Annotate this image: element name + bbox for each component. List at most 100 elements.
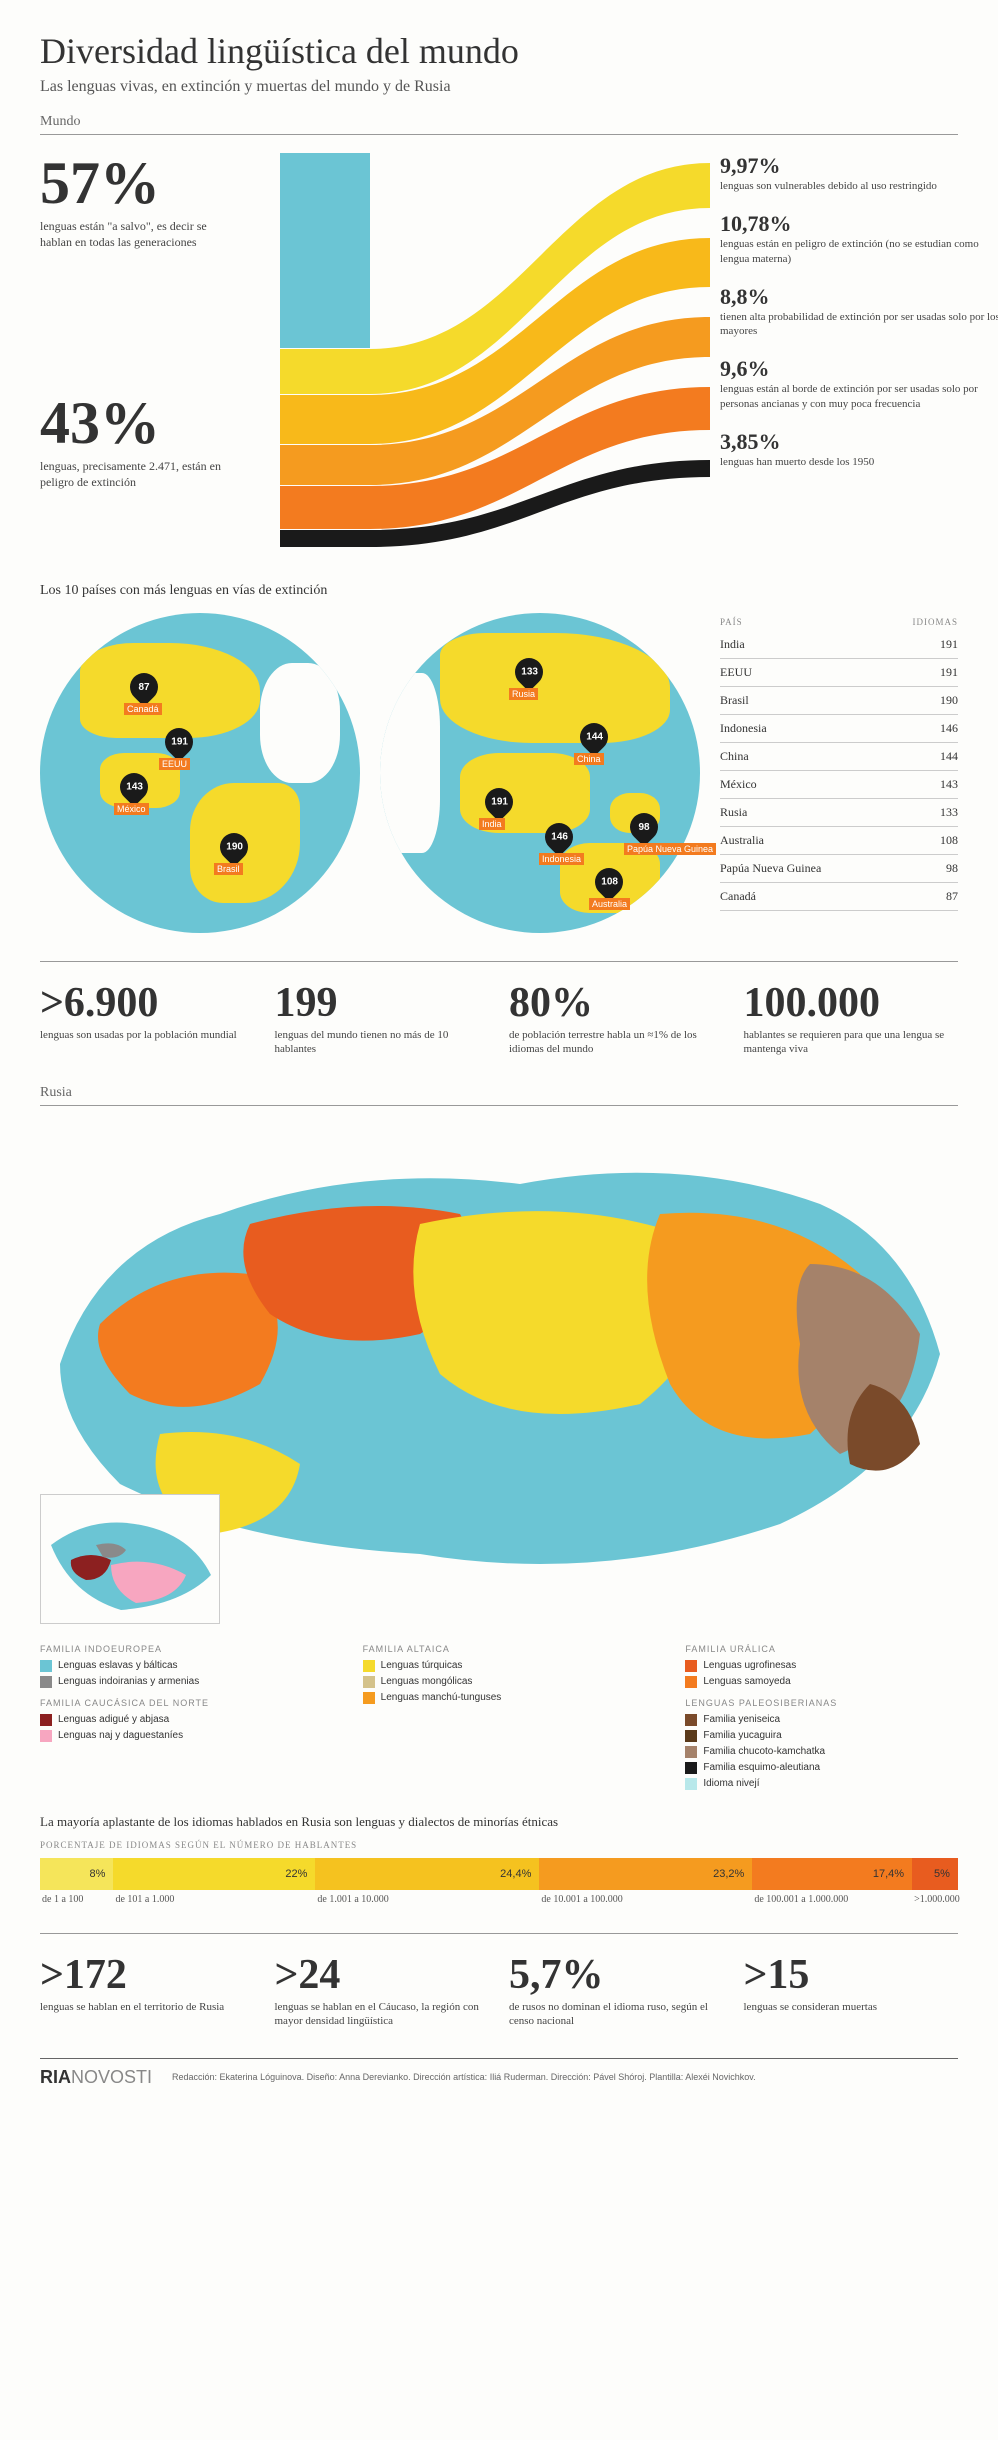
band-pct: 3,85% xyxy=(720,429,998,455)
legend-item: Familia yucaguira xyxy=(685,1730,958,1742)
swatch xyxy=(363,1660,375,1672)
swatch xyxy=(40,1660,52,1672)
bigstat-desc: lenguas se hablan en el Cáucaso, la regi… xyxy=(275,2000,490,2029)
band-desc: lenguas son vulnerables debido al uso re… xyxy=(720,179,998,193)
legend-item: Lenguas eslavas y bálticas xyxy=(40,1660,313,1672)
country-langs: 144 xyxy=(940,749,958,764)
map-pin: 108Australia xyxy=(595,868,623,908)
page-subtitle: Las lenguas vivas, en extinción y muerta… xyxy=(40,78,958,96)
swatch xyxy=(363,1676,375,1688)
sankey-svg xyxy=(240,153,710,553)
country-langs: 143 xyxy=(940,777,958,792)
world-bigstats: >6.900lenguas son usadas por la població… xyxy=(40,961,958,1057)
table-row: Australia108 xyxy=(720,827,958,855)
table-row: Canadá87 xyxy=(720,883,958,911)
country-name: India xyxy=(720,637,745,652)
table-row: India 191 xyxy=(720,631,958,659)
legend-column: FAMILIA URÁLICA Lenguas ugrofinesas Lengua… xyxy=(685,1634,958,1794)
pct-segment: 17,4% xyxy=(752,1858,912,1890)
bigstat: >6.900lenguas son usadas por la població… xyxy=(40,982,255,1057)
russia-map xyxy=(40,1124,958,1624)
pct-segment: 23,2% xyxy=(539,1858,752,1890)
pct-bar: 8%22%24,4%23,2%17,4%5% xyxy=(40,1858,958,1890)
pct-segment: 8% xyxy=(40,1858,113,1890)
pct-segment: 5% xyxy=(912,1858,958,1890)
bigstat-desc: lenguas del mundo tienen no más de 10 ha… xyxy=(275,1028,490,1057)
legend-item: Idioma nivejí xyxy=(685,1778,958,1790)
sankey-band: 9,6%lenguas están al borde de extinción … xyxy=(720,356,998,411)
country-langs: 98 xyxy=(946,861,958,876)
pct-segment: 22% xyxy=(113,1858,315,1890)
pct-range-label: de 101 a 1.000 xyxy=(113,1894,315,1905)
swatch xyxy=(685,1714,697,1726)
legend-label: Lenguas túrquicas xyxy=(381,1660,463,1671)
danger-desc: lenguas, precisamente 2.471, están en pe… xyxy=(40,459,240,490)
legend-label: Lenguas samoyeda xyxy=(703,1676,790,1687)
legend-item: Familia esquimo-aleutiana xyxy=(685,1762,958,1774)
sankey-band: 10,78%lenguas están en peligro de extinc… xyxy=(720,211,998,266)
map-pin: 98Papúa Nueva Guinea xyxy=(630,813,658,853)
table-row: Rusia133 xyxy=(720,799,958,827)
band-desc: tienen alta probabilidad de extinción po… xyxy=(720,310,998,339)
legend-head: FAMILIA URÁLICA xyxy=(685,1644,958,1654)
th-country: PAÍS xyxy=(720,617,743,627)
legend-label: Familia yeniseica xyxy=(703,1714,780,1725)
band-pct: 9,97% xyxy=(720,153,998,179)
bigstat-desc: lenguas son usadas por la población mund… xyxy=(40,1028,255,1042)
bigstat: 80%de población terrestre habla un ≈1% d… xyxy=(509,982,724,1057)
legend-item: Familia yeniseica xyxy=(685,1714,958,1726)
bigstat: >24lenguas se hablan en el Cáucaso, la r… xyxy=(275,1954,490,2029)
sankey-band: 8,8%tienen alta probabilidad de extinció… xyxy=(720,284,998,339)
bigstat-num: 100.000 xyxy=(744,982,959,1024)
legend-label: Familia chucoto-kamchatka xyxy=(703,1746,825,1757)
bigstat-num: >172 xyxy=(40,1954,255,1996)
country-langs: 191 xyxy=(940,637,958,652)
legend-item: Lenguas ugrofinesas xyxy=(685,1660,958,1672)
country-langs: 191 xyxy=(940,665,958,680)
bigstat: 199lenguas del mundo tienen no más de 10… xyxy=(275,982,490,1057)
country-langs: 108 xyxy=(940,833,958,848)
map-pin: 190Brasil xyxy=(220,833,248,873)
country-name: EEUU xyxy=(720,665,752,680)
th-langs: IDIOMAS xyxy=(912,617,958,627)
caucasus-inset xyxy=(40,1494,220,1624)
bigstat-num: 5,7% xyxy=(509,1954,724,1996)
bigstat-desc: lenguas se hablan en el territorio de Ru… xyxy=(40,2000,255,2014)
band-desc: lenguas están en peligro de extinción (n… xyxy=(720,237,998,266)
bigstat-num: 80% xyxy=(509,982,724,1024)
sankey-band: 3,85%lenguas han muerto desde los 1950 xyxy=(720,429,998,469)
credits: Redacción: Ekaterina Lóguinova. Diseño: … xyxy=(172,2072,756,2084)
table-row: Papúa Nueva Guinea98 xyxy=(720,855,958,883)
bigstat: 5,7% de rusos no dominan el idioma ruso, … xyxy=(509,1954,724,2029)
bigstat-desc: de rusos no dominan el idioma ruso, segú… xyxy=(509,2000,724,2029)
pct-range-label: de 1.001 a 10.000 xyxy=(315,1894,539,1905)
bigstat-desc: hablantes se requieren para que una leng… xyxy=(744,1028,959,1057)
pct-subtitle: PORCENTAJE DE IDIOMAS SEGÚN EL NÚMERO DE… xyxy=(40,1840,958,1850)
country-name: Rusia xyxy=(720,805,747,820)
band-desc: lenguas han muerto desde los 1950 xyxy=(720,455,998,469)
legend-label: Lenguas adigué y abjasa xyxy=(58,1714,169,1725)
russia-legend: FAMILIA INDOEUROPEALenguas eslavas y bál… xyxy=(40,1634,958,1794)
legend-label: Familia yucaguira xyxy=(703,1730,781,1741)
page-title: Diversidad lingüística del mundo xyxy=(40,30,958,72)
band-pct: 10,78% xyxy=(720,211,998,237)
band-pct: 8,8% xyxy=(720,284,998,310)
countries-table: PAÍS IDIOMAS India 191 EEUU 191 Brasil190 Ind… xyxy=(720,613,958,933)
swatch xyxy=(685,1762,697,1774)
legend-item: Lenguas adigué y abjasa xyxy=(40,1714,313,1726)
bigstat: >15lenguas se consideran muertas xyxy=(744,1954,959,2029)
country-langs: 190 xyxy=(940,693,958,708)
legend-label: Lenguas naj y daguestaníes xyxy=(58,1730,183,1741)
country-langs: 87 xyxy=(946,889,958,904)
legend-label: Lenguas eslavas y bálticas xyxy=(58,1660,178,1671)
swatch xyxy=(685,1778,697,1790)
legend-item: Lenguas manchú-tunguses xyxy=(363,1692,636,1704)
map-pin: 146Indonesia xyxy=(545,823,573,863)
legend-item: Lenguas indoiranias y armenias xyxy=(40,1676,313,1688)
world-map-title: Los 10 países con más lenguas en vías de… xyxy=(40,583,958,599)
sankey-band: 9,97%lenguas son vulnerables debido al u… xyxy=(720,153,998,193)
pct-segment: 24,4% xyxy=(315,1858,539,1890)
bigstat: 100.000 hablantes se requieren para que u… xyxy=(744,982,959,1057)
map-pin: 143México xyxy=(120,773,148,813)
table-row: Brasil190 xyxy=(720,687,958,715)
